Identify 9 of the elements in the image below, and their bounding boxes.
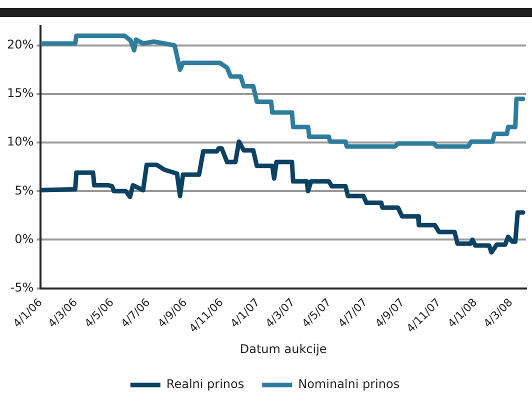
legend-label: Nominalni prinos xyxy=(298,377,400,392)
y-tick-label: -5% xyxy=(10,280,34,294)
y-tick-label: 20% xyxy=(7,38,34,52)
y-tick-label: 10% xyxy=(7,134,34,149)
y-tick-label: 0% xyxy=(14,232,34,246)
y-tick-label: 15% xyxy=(7,86,34,100)
y-tick-label: 5% xyxy=(14,183,34,198)
legend-label: Realni prinos xyxy=(166,377,244,392)
x-axis-title: Datum aukcije xyxy=(240,342,327,356)
